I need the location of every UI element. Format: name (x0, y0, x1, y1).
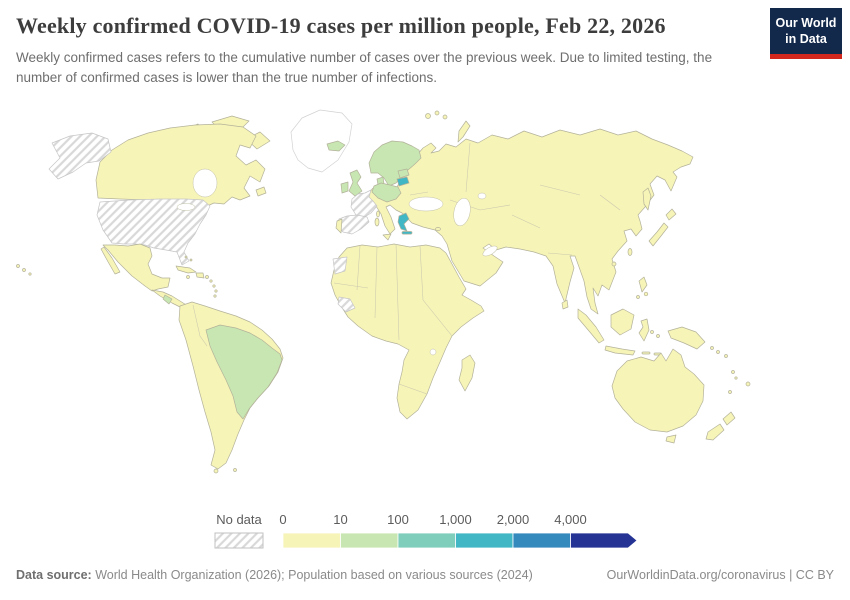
caribbean-islands (184, 255, 218, 298)
region-portugal[interactable] (335, 218, 343, 234)
region-newfoundland[interactable] (255, 186, 267, 197)
africa-internal-borders (333, 243, 453, 395)
chart-subtitle: Weekly confirmed cases refers to the cum… (16, 50, 713, 86)
region-new-zealand[interactable] (705, 411, 736, 441)
map-legend[interactable]: No data 0 10 100 1,000 2,000 4,000 (0, 506, 850, 556)
region-new-guinea[interactable] (667, 326, 706, 350)
border-peru (192, 304, 208, 347)
region-ireland[interactable] (340, 181, 349, 194)
license-link[interactable]: OurWorldinData.org/coronavirus | CC BY (606, 568, 834, 582)
region-alaska[interactable] (48, 132, 112, 180)
region-tasmania[interactable] (665, 434, 677, 444)
region-philippines[interactable] (636, 276, 649, 299)
legend-bin-arrow (570, 532, 638, 549)
region-hainan (611, 261, 617, 267)
world-map[interactable] (0, 105, 850, 505)
caspian-sea (453, 197, 471, 227)
legend-tick-label: 10 (333, 512, 347, 527)
region-brazil[interactable] (205, 324, 283, 420)
logo-line1: Our World (775, 16, 837, 30)
region-eurasia[interactable] (367, 128, 694, 315)
logo-line2: in Data (785, 32, 827, 47)
region-baja-california[interactable] (100, 246, 121, 275)
chart-title: Weekly confirmed COVID-19 cases per mill… (16, 13, 666, 38)
region-baltic-states[interactable] (397, 168, 410, 179)
region-costa-rica[interactable] (162, 294, 173, 305)
legend-no-data-label: No data (216, 512, 262, 527)
region-australia[interactable] (611, 348, 705, 433)
data-source: Data source: World Health Organization (… (16, 568, 533, 582)
region-falklands (233, 468, 237, 472)
region-united-kingdom[interactable] (348, 169, 363, 197)
region-greenland[interactable] (290, 109, 353, 173)
arctic-russia-islands (425, 110, 471, 143)
region-sakhalin[interactable] (642, 187, 652, 211)
region-scandinavia[interactable] (368, 140, 422, 187)
region-crete[interactable] (401, 231, 413, 235)
region-hispaniola[interactable] (195, 272, 205, 279)
black-sea (408, 196, 444, 212)
legend-no-data-swatch (214, 532, 264, 549)
data-source-label: Data source: (16, 568, 92, 582)
region-iceland[interactable] (326, 140, 346, 152)
region-cuba[interactable] (175, 265, 197, 274)
legend-bin (512, 532, 571, 549)
region-central-europe[interactable] (371, 182, 402, 203)
region-tierra-del-fuego (213, 468, 219, 474)
region-japan-honshu[interactable] (648, 222, 669, 247)
aral-sea (477, 192, 487, 200)
region-france[interactable] (350, 189, 378, 219)
region-taiwan[interactable] (627, 248, 633, 256)
region-africa[interactable] (330, 243, 485, 420)
data-source-text: World Health Organization (2026); Popula… (91, 568, 533, 582)
region-madagascar[interactable] (458, 354, 476, 392)
legend-tick-label: 4,000 (554, 512, 587, 527)
legend-tick-label: 100 (387, 512, 409, 527)
region-lithuania[interactable] (396, 176, 410, 187)
legend-bin (282, 532, 341, 549)
region-indonesia[interactable] (577, 308, 662, 356)
region-japan-hokkaido[interactable] (665, 208, 677, 221)
persian-gulf (482, 245, 498, 257)
lake-victoria (429, 348, 437, 356)
hudson-bay (192, 168, 218, 198)
region-western-sahara[interactable] (332, 256, 348, 275)
legend-tick-label: 1,000 (439, 512, 472, 527)
region-united-states[interactable] (96, 198, 211, 266)
great-lakes (176, 203, 196, 211)
region-guinea[interactable] (337, 296, 356, 313)
owid-logo[interactable]: Our World in Data (770, 8, 842, 59)
legend-bin (397, 532, 456, 549)
chart-header: Weekly confirmed COVID-19 cases per mill… (0, 0, 850, 89)
legend-tick-label: 0 (279, 512, 286, 527)
region-mexico[interactable] (102, 243, 171, 292)
chart-footer: Data source: World Health Organization (… (16, 568, 834, 582)
legend-tick-label: 2,000 (497, 512, 530, 527)
mediterranean-islands (374, 210, 441, 241)
legend-bin (455, 532, 514, 549)
legend-bin (340, 532, 399, 549)
region-sri-lanka[interactable] (561, 299, 569, 310)
pacific-islands (16, 264, 751, 394)
region-greece[interactable] (397, 212, 410, 232)
